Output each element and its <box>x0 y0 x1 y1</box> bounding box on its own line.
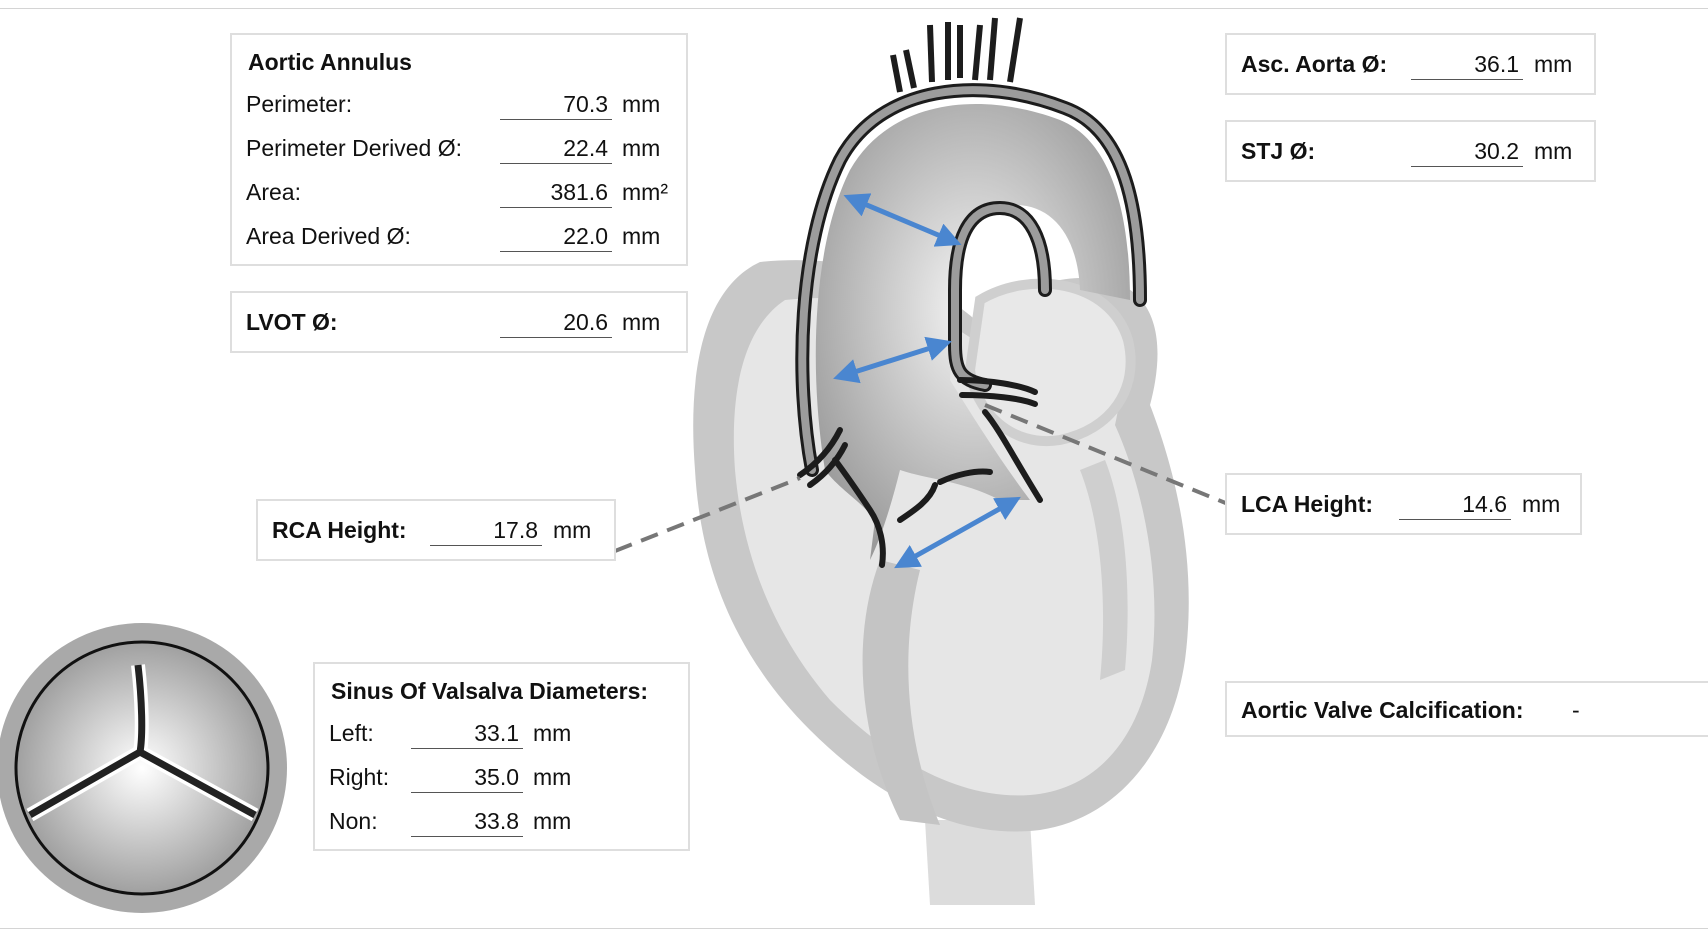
stj-value: 30.2 <box>1411 137 1523 167</box>
annulus-area-derived-row: Area Derived Ø: 22.0 mm <box>232 222 686 252</box>
asc-aorta-label: Asc. Aorta Ø: <box>1241 51 1388 77</box>
calcification-row: Aortic Valve Calcification: - <box>1227 696 1708 726</box>
lca-row: LCA Height: 14.6 mm <box>1227 490 1580 520</box>
pulmonary-artery <box>964 278 1136 447</box>
arch-branches <box>890 17 1023 93</box>
bottom-divider <box>0 928 1708 929</box>
sinus-left-row: Left: 33.1 mm <box>315 719 688 749</box>
area-derived-value: 22.0 <box>500 222 612 252</box>
perimeter-derived-value: 22.4 <box>500 134 612 164</box>
stj-panel: STJ Ø: 30.2 mm <box>1225 120 1596 182</box>
perimeter-value: 70.3 <box>500 90 612 120</box>
stj-arrow <box>833 336 952 384</box>
lvot-value: 20.6 <box>500 308 612 338</box>
septum-shade <box>1080 460 1128 680</box>
asc-aorta-row: Asc. Aorta Ø: 36.1 mm <box>1227 50 1594 80</box>
lca-height-label: LCA Height: <box>1241 491 1374 517</box>
asc-aorta-arrow <box>843 193 962 247</box>
lvot-row: LVOT Ø: 20.6 mm <box>232 308 686 338</box>
asc-aorta-unit: mm <box>1534 51 1573 77</box>
rca-height-value: 17.8 <box>430 516 542 546</box>
stj-label: STJ Ø: <box>1241 138 1316 164</box>
rca-height-label: RCA Height: <box>272 517 407 543</box>
top-divider <box>0 8 1708 9</box>
aortic-annulus-panel: Aortic Annulus Perimeter: 70.3 mm Perime… <box>230 33 688 266</box>
aorta-wall-outer-inner <box>798 86 1144 474</box>
sinus-title: Sinus Of Valsalva Diameters: <box>331 678 649 704</box>
perimeter-derived-label: Perimeter Derived Ø: <box>246 135 463 161</box>
ventricle-shade <box>862 560 940 825</box>
asc-aorta-panel: Asc. Aorta Ø: 36.1 mm <box>1225 33 1596 95</box>
rca-height-unit: mm <box>553 517 592 543</box>
area-unit: mm² <box>622 179 668 205</box>
area-derived-label: Area Derived Ø: <box>246 223 411 249</box>
calcification-label: Aortic Valve Calcification: <box>1241 697 1524 723</box>
sinus-right-label: Right: <box>329 764 390 790</box>
lca-height-value: 14.6 <box>1399 490 1511 520</box>
aorta-wall-inner-light <box>951 203 1049 389</box>
calcification-value: - <box>1572 697 1580 723</box>
measurement-arrows <box>833 193 1021 569</box>
lvot-unit: mm <box>622 309 661 335</box>
sinus-non-row: Non: 33.8 mm <box>315 807 688 837</box>
aortic-valve-calcification-panel: Aortic Valve Calcification: - <box>1225 681 1708 737</box>
sinus-right-row: Right: 35.0 mm <box>315 763 688 793</box>
annulus-arrow <box>894 496 1021 569</box>
lca-height-panel: LCA Height: 14.6 mm <box>1225 473 1582 535</box>
rca-row: RCA Height: 17.8 mm <box>258 516 614 546</box>
stj-unit: mm <box>1534 138 1573 164</box>
sinus-non-value: 33.8 <box>411 807 523 837</box>
sinus-right-unit: mm <box>533 764 572 790</box>
perimeter-unit: mm <box>622 91 661 117</box>
inferior-vessel <box>925 820 1035 905</box>
lca-height-unit: mm <box>1522 491 1561 517</box>
lvot-panel: LVOT Ø: 20.6 mm <box>230 291 688 353</box>
sinus-left-label: Left: <box>329 720 374 746</box>
asc-aorta-value: 36.1 <box>1411 50 1523 80</box>
sinus-left-unit: mm <box>533 720 572 746</box>
lca-leader-line <box>984 403 1229 506</box>
rca-leader-line <box>614 476 801 553</box>
lvot-label: LVOT Ø: <box>246 309 338 335</box>
sinus-right-value: 35.0 <box>411 763 523 793</box>
area-label: Area: <box>246 179 301 205</box>
sinus-left-value: 33.1 <box>411 719 523 749</box>
rca-height-panel: RCA Height: 17.8 mm <box>256 499 616 561</box>
area-value: 381.6 <box>500 178 612 208</box>
annulus-area-row: Area: 381.6 mm² <box>232 178 686 208</box>
sinus-of-valsalva-panel: Sinus Of Valsalva Diameters: Left: 33.1 … <box>313 662 690 851</box>
stj-row: STJ Ø: 30.2 mm <box>1227 137 1594 167</box>
annulus-perimeter-row: Perimeter: 70.3 mm <box>232 90 686 120</box>
perimeter-derived-unit: mm <box>622 135 661 161</box>
perimeter-label: Perimeter: <box>246 91 353 117</box>
aortic-annulus-title: Aortic Annulus <box>248 49 412 75</box>
sinus-non-unit: mm <box>533 808 572 834</box>
sinus-non-label: Non: <box>329 808 378 834</box>
annulus-perimeter-derived-row: Perimeter Derived Ø: 22.4 mm <box>232 134 686 164</box>
area-derived-unit: mm <box>622 223 661 249</box>
aortic-valve-illustration <box>0 623 287 913</box>
